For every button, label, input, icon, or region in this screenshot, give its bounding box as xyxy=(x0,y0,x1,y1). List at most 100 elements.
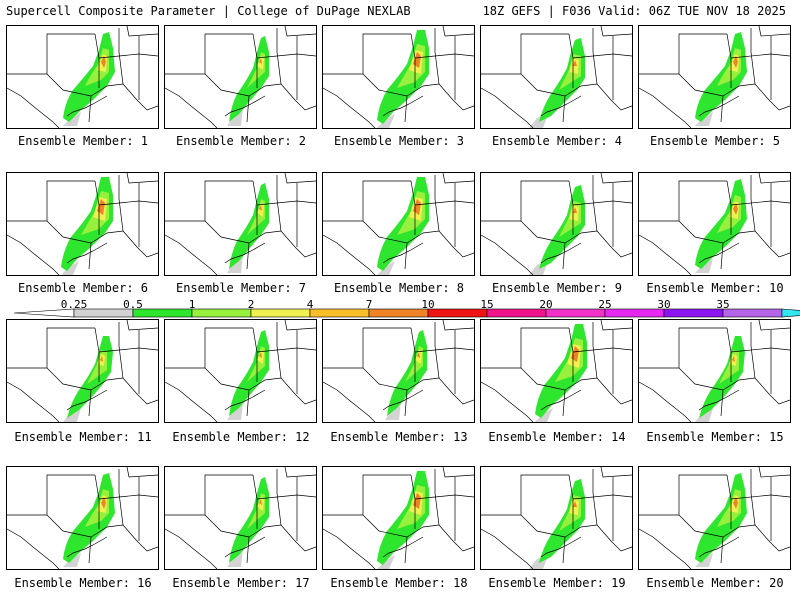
scp-map-svg xyxy=(165,26,316,128)
scp-map-svg xyxy=(481,320,632,422)
colorbar-tick-label: 0.5 xyxy=(123,298,143,311)
state-border xyxy=(246,95,250,123)
colorbar-tick-label: 20 xyxy=(539,298,553,311)
ensemble-member-label: Ensemble Member: 14 xyxy=(488,430,626,444)
state-border xyxy=(600,467,632,478)
country-border xyxy=(323,87,376,128)
state-border xyxy=(362,220,408,244)
state-border xyxy=(118,322,124,379)
scp-contour-0.5 xyxy=(539,38,585,122)
colorbar-tick-label: 0.25 xyxy=(60,298,88,311)
state-border xyxy=(165,180,253,222)
scp-map-svg xyxy=(323,467,474,569)
scp-contour-0.5 xyxy=(695,473,747,563)
model-valid-time: 18Z GEFS | F036 Valid: 06Z TUE NOV 18 20… xyxy=(482,4,786,18)
state-border xyxy=(434,322,440,379)
colorbar-bin xyxy=(250,308,311,318)
state-border xyxy=(722,83,790,111)
country-border xyxy=(639,381,692,422)
ensemble-member-label: Ensemble Member: 4 xyxy=(491,134,623,148)
state-border xyxy=(564,83,632,111)
state-border xyxy=(758,173,790,184)
state-border xyxy=(88,389,92,417)
state-border xyxy=(442,173,474,184)
state-border xyxy=(639,474,727,516)
scp-contour-0.5 xyxy=(535,324,587,418)
scp-map-svg xyxy=(481,26,632,128)
scp-contour-4 xyxy=(733,203,738,215)
state-border xyxy=(406,83,474,111)
state-border xyxy=(720,95,724,123)
state-border xyxy=(46,514,92,538)
state-border xyxy=(481,474,569,516)
scp-contour-4 xyxy=(573,60,577,66)
state-border xyxy=(323,180,411,222)
state-border xyxy=(66,536,108,558)
scp-map-svg xyxy=(481,467,632,569)
scp-map-svg xyxy=(7,173,158,275)
ensemble-member-map xyxy=(322,466,475,570)
state-border xyxy=(204,73,250,97)
ensemble-member-map xyxy=(638,25,791,129)
ensemble-member-label: Ensemble Member: 17 xyxy=(172,576,310,590)
scp-contour-4 xyxy=(259,58,262,64)
country-border xyxy=(323,234,376,275)
state-border xyxy=(750,175,756,232)
state-border xyxy=(562,536,566,564)
state-border xyxy=(698,242,740,264)
state-border xyxy=(698,536,740,558)
ensemble-member-label: Ensemble Member: 12 xyxy=(172,430,310,444)
gray-shading xyxy=(535,408,553,422)
colorbar-bin xyxy=(191,308,252,318)
state-border xyxy=(248,230,316,258)
ensemble-member-label: Ensemble Member: 9 xyxy=(491,281,623,295)
colorbar-bin xyxy=(427,308,488,318)
ensemble-member-label: Ensemble Member: 3 xyxy=(333,134,465,148)
colorbar-bin xyxy=(604,308,665,318)
state-border xyxy=(276,322,282,379)
ensemble-member-label: Ensemble Member: 19 xyxy=(488,576,626,590)
state-border xyxy=(750,469,756,526)
state-border xyxy=(66,95,108,117)
state-border xyxy=(434,175,440,232)
state-border xyxy=(88,95,92,123)
ensemble-member-map xyxy=(164,25,317,129)
state-border xyxy=(224,95,266,117)
country-border xyxy=(323,381,376,422)
state-border xyxy=(434,469,440,526)
state-border xyxy=(284,26,316,37)
state-border xyxy=(481,33,569,75)
scp-contour-4 xyxy=(573,501,577,507)
state-border xyxy=(248,377,316,405)
country-border xyxy=(323,528,376,569)
scp-contour-4 xyxy=(259,205,262,211)
state-border xyxy=(88,242,92,270)
scp-contour-4 xyxy=(733,497,738,509)
state-border xyxy=(7,33,95,75)
gray-shading xyxy=(377,114,395,128)
state-border xyxy=(520,367,566,391)
ensemble-member-map xyxy=(638,319,791,423)
scp-contour-0.5 xyxy=(377,177,429,271)
state-border xyxy=(592,28,598,85)
ensemble-member-label: Ensemble Member: 13 xyxy=(330,430,468,444)
scp-contour-4 xyxy=(101,56,106,68)
state-border xyxy=(323,327,411,369)
state-border xyxy=(406,524,474,552)
scp-map-svg xyxy=(639,26,790,128)
scp-map-svg xyxy=(7,467,158,569)
scp-contour-0.5 xyxy=(229,330,269,416)
scp-contour-0.5 xyxy=(695,32,747,122)
ensemble-member-map xyxy=(480,466,633,570)
state-border xyxy=(481,327,569,369)
scp-map-svg xyxy=(323,320,474,422)
gray-shading xyxy=(377,261,395,275)
scp-contour-0.5 xyxy=(229,36,269,122)
scp-contour-0.5 xyxy=(63,473,115,563)
state-border xyxy=(720,242,724,270)
state-border xyxy=(126,26,158,37)
state-border xyxy=(382,389,424,411)
colorbar-tick-label: 4 xyxy=(306,298,314,311)
country-border xyxy=(481,234,534,275)
state-border xyxy=(678,220,724,244)
